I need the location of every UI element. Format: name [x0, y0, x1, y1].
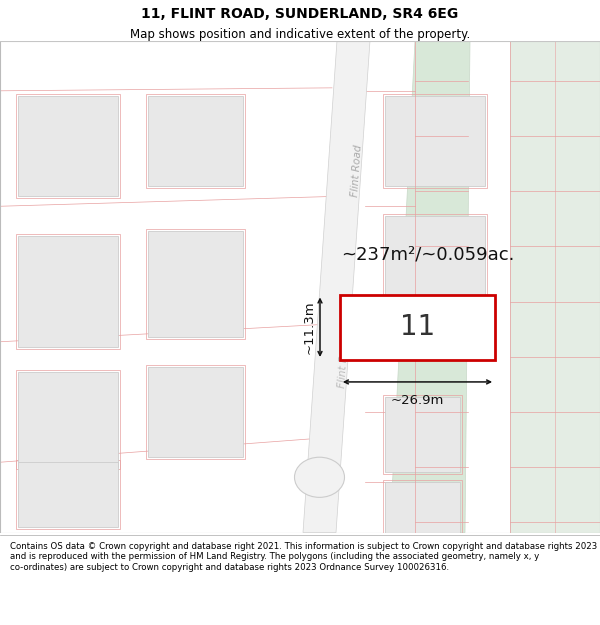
Bar	[16, 234, 120, 349]
Text: Map shows position and indicative extent of the property.: Map shows position and indicative extent…	[130, 28, 470, 41]
Text: ~26.9m: ~26.9m	[391, 394, 444, 407]
Bar	[146, 365, 245, 459]
Bar	[148, 231, 243, 337]
Bar	[510, 41, 600, 532]
Text: Flint Road: Flint Road	[350, 144, 364, 198]
Bar	[18, 96, 118, 196]
Bar	[146, 94, 245, 188]
Bar	[146, 229, 245, 339]
Bar	[18, 462, 118, 528]
Bar	[345, 302, 410, 353]
Ellipse shape	[295, 458, 344, 498]
Bar	[18, 372, 118, 468]
Bar	[148, 367, 243, 458]
Text: ~11.3m: ~11.3m	[303, 301, 316, 354]
Bar	[383, 480, 462, 534]
Text: ~237m²/~0.059ac.: ~237m²/~0.059ac.	[341, 246, 514, 264]
Polygon shape	[390, 41, 470, 532]
Text: 11: 11	[400, 313, 435, 341]
Bar	[383, 94, 487, 188]
Bar	[16, 94, 120, 198]
Bar	[385, 216, 485, 307]
Bar	[340, 294, 495, 360]
Text: Flint Road: Flint Road	[337, 336, 350, 388]
Bar	[148, 96, 243, 186]
Text: Contains OS data © Crown copyright and database right 2021. This information is : Contains OS data © Crown copyright and d…	[10, 542, 598, 571]
Bar	[18, 236, 118, 347]
Bar	[16, 460, 120, 529]
Bar	[16, 370, 120, 469]
Text: 11, FLINT ROAD, SUNDERLAND, SR4 6EG: 11, FLINT ROAD, SUNDERLAND, SR4 6EG	[142, 8, 458, 21]
Bar	[383, 214, 487, 309]
Bar	[385, 482, 460, 532]
Bar	[383, 395, 462, 474]
Polygon shape	[303, 41, 370, 532]
Bar	[385, 397, 460, 472]
Bar	[385, 96, 485, 186]
